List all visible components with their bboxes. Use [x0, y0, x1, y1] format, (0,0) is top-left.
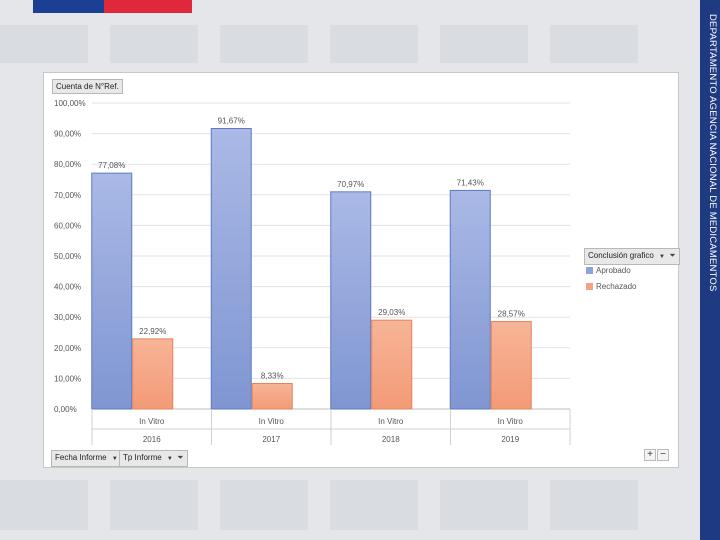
- x-group-label: 2018: [382, 435, 400, 444]
- x-group-label: 2019: [501, 435, 519, 444]
- bar-chart: 0,00% 10,00% 20,00% 30,00% 40,00% 50,00% 60,00…: [54, 99, 571, 445]
- brand-bar-blue: [33, 0, 104, 13]
- y-tick-label: 30,00%: [54, 313, 81, 322]
- brand-bar-red: [104, 0, 192, 13]
- bar-rechazado: [490, 321, 532, 410]
- x-tick-label: In Vitro: [498, 417, 524, 426]
- data-label: 70,97%: [337, 180, 364, 189]
- y-tick-label: 80,00%: [54, 160, 81, 169]
- bar-aprobado: [330, 191, 372, 410]
- chevron-down-icon: ▼: [111, 456, 118, 462]
- x-tick-label: In Vitro: [378, 417, 404, 426]
- legend-item-rechazado: Rechazado: [586, 282, 636, 291]
- filter-icon: ⏷: [669, 251, 676, 260]
- bar-aprobado: [210, 127, 252, 410]
- filter-icon: ⏷: [177, 453, 184, 462]
- y-tick-label: 100,00%: [54, 99, 86, 108]
- legend-item-aprobado: Aprobado: [586, 266, 631, 275]
- y-tick-label: 70,00%: [54, 191, 81, 200]
- y-tick-label: 10,00%: [54, 374, 81, 383]
- legend-swatch-rechazado: [586, 283, 593, 290]
- expand-button[interactable]: +: [644, 449, 656, 461]
- side-title: DEPARTAMENTO AGENCIA NACIONAL DE MEDICAM…: [707, 14, 718, 292]
- bar-aprobado: [449, 189, 491, 410]
- bar-rechazado: [132, 338, 174, 410]
- pivot-chart-panel: 0,00% 10,00% 20,00% 30,00% 40,00% 50,00% 60,00…: [43, 72, 680, 468]
- y-tick-label: 60,00%: [54, 221, 81, 230]
- data-label: 91,67%: [218, 116, 245, 125]
- axis-field-label-tipo: Tp Informe: [123, 453, 162, 462]
- bar-rechazado: [251, 383, 293, 410]
- chevron-down-icon: ▼: [166, 456, 173, 462]
- y-tick-label: 0,00%: [54, 405, 77, 414]
- legend-field-label: Conclusión grafico: [588, 251, 654, 260]
- value-field-label: Cuenta de N°Ref.: [56, 82, 119, 91]
- data-label: 29,03%: [378, 308, 405, 317]
- side-band: DEPARTAMENTO AGENCIA NACIONAL DE MEDICAM…: [700, 0, 720, 540]
- x-group-label: 2017: [262, 435, 280, 444]
- collapse-button[interactable]: −: [657, 449, 669, 461]
- y-tick-label: 50,00%: [54, 252, 81, 261]
- x-group-label: 2016: [143, 435, 161, 444]
- axis-field-label-fecha: Fecha Informe: [55, 453, 107, 462]
- x-tick-label: In Vitro: [139, 417, 165, 426]
- data-label: 8,33%: [261, 372, 284, 381]
- value-field-button[interactable]: Cuenta de N°Ref.: [52, 79, 123, 94]
- chevron-down-icon: ▼: [659, 254, 665, 260]
- axis-field-button-fecha[interactable]: Fecha Informe ▼: [51, 450, 122, 467]
- y-tick-label: 40,00%: [54, 283, 81, 292]
- legend-swatch-aprobado: [586, 267, 593, 274]
- bar-aprobado: [91, 172, 133, 410]
- data-label: 22,92%: [139, 327, 166, 336]
- data-label: 77,08%: [98, 161, 125, 170]
- legend-label-aprobado: Aprobado: [596, 266, 631, 275]
- x-tick-label: In Vitro: [259, 417, 285, 426]
- bar-rechazado: [371, 319, 413, 410]
- legend-field-button[interactable]: Conclusión grafico ▼ ⏷: [584, 248, 680, 265]
- data-label: 28,57%: [498, 310, 525, 319]
- legend-label-rechazado: Rechazado: [596, 282, 637, 291]
- y-tick-label: 90,00%: [54, 130, 81, 139]
- data-label: 71,43%: [457, 178, 484, 187]
- axis-field-button-tipo[interactable]: Tp Informe ▼ ⏷: [119, 450, 188, 467]
- y-tick-label: 20,00%: [54, 344, 81, 353]
